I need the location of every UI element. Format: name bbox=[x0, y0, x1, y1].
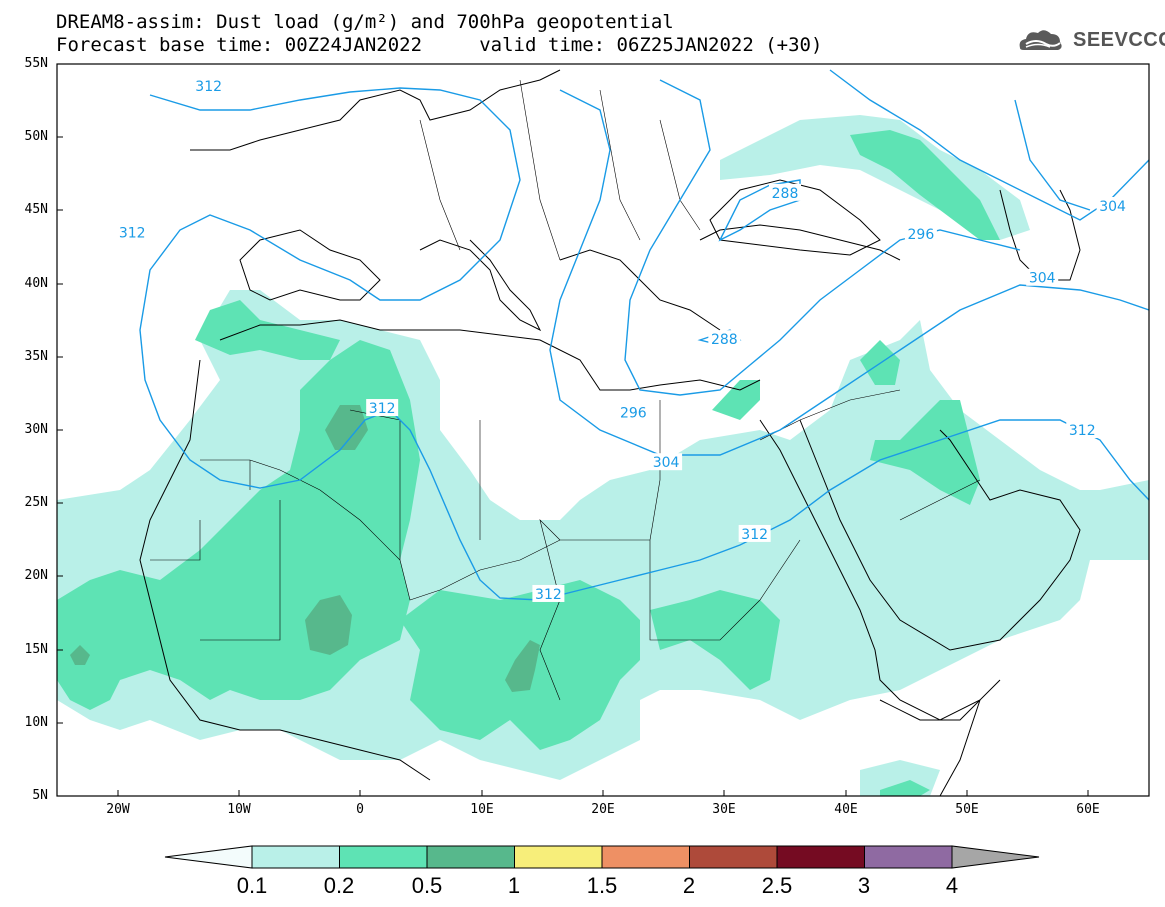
colorbar-high-triangle bbox=[951, 845, 1040, 869]
coast-black-sea bbox=[709, 179, 881, 256]
coast-north-africa bbox=[219, 319, 761, 391]
lat-label-5n: 5N bbox=[32, 788, 48, 803]
lon-label-40e: 40E bbox=[834, 802, 858, 817]
contour-label: 296 bbox=[908, 227, 935, 243]
dust-region-high-senegal bbox=[70, 645, 90, 665]
seevccc-logo-icon bbox=[1019, 30, 1062, 50]
contour-label: 296 bbox=[620, 405, 647, 421]
lat-label-10n: 10N bbox=[24, 715, 48, 730]
lat-label-35n: 35N bbox=[24, 349, 48, 364]
lon-label-0: 0 bbox=[356, 802, 364, 817]
contour-label: 304 bbox=[1099, 199, 1126, 215]
contour-label-bg bbox=[1096, 197, 1129, 215]
colorbar-label: 1.5 bbox=[586, 873, 618, 898]
dust-region-high-chad bbox=[505, 640, 540, 692]
logo-text: SEEVCCC bbox=[1073, 29, 1165, 51]
colorbar-box bbox=[426, 845, 515, 869]
lon-label-30e: 30E bbox=[712, 802, 736, 817]
contour-label: 312 bbox=[535, 587, 562, 603]
contour-label-bg bbox=[769, 183, 801, 201]
dust-region-mid-morocco bbox=[195, 300, 340, 360]
contour-label-bg bbox=[904, 224, 937, 242]
contour-label-bg bbox=[617, 403, 650, 421]
contour-label-bg bbox=[116, 223, 149, 241]
colorbar-label: 3 bbox=[857, 873, 871, 898]
contour-label: 288 bbox=[711, 332, 738, 348]
colorbar-label: 2.5 bbox=[761, 873, 793, 898]
contour-label-bg bbox=[650, 453, 683, 471]
colorbar-label: 2 bbox=[682, 873, 696, 898]
contour-label: 288 bbox=[772, 186, 799, 202]
contour-label: 312 bbox=[369, 401, 396, 417]
coast-red-sea bbox=[759, 419, 1001, 721]
contour-label-bg bbox=[708, 330, 741, 348]
contour-312-north bbox=[139, 87, 1149, 601]
coast-arabia bbox=[799, 419, 1081, 651]
contour-label: 304 bbox=[1029, 271, 1056, 287]
colorbar-label: 0.5 bbox=[411, 873, 443, 898]
lon-label-50e: 50E bbox=[955, 802, 979, 817]
dust-region-high-mali bbox=[305, 595, 352, 655]
contour-label-bg bbox=[532, 584, 565, 602]
colorbar-label: 4 bbox=[945, 873, 959, 898]
coastlines bbox=[139, 69, 1081, 796]
dust-region-mid-levant bbox=[712, 380, 760, 420]
lon-label-20e: 20E bbox=[591, 802, 615, 817]
colorbar-label: 0.1 bbox=[236, 873, 268, 898]
contour-label: 312 bbox=[119, 225, 146, 241]
contour-label: 312 bbox=[1069, 423, 1096, 439]
contour-labels: 312 312 312 312 312 312 304 304 296 296 288 288 304 bbox=[116, 76, 1129, 603]
lon-label-10w: 10W bbox=[227, 802, 251, 817]
colorbar-label: 1 bbox=[507, 873, 521, 898]
coast-west-africa bbox=[139, 359, 431, 781]
lat-label-40n: 40N bbox=[24, 276, 48, 291]
lat-label-20n: 20N bbox=[24, 568, 48, 583]
colorbar-box bbox=[689, 845, 778, 869]
colorbar-box bbox=[251, 845, 340, 869]
colorbar-box bbox=[514, 845, 603, 869]
contour-label-bg bbox=[1026, 268, 1059, 286]
map-title-line1: DREAM8-assim: Dust load (g/m²) and 700hP… bbox=[56, 11, 674, 33]
colorbar-box bbox=[864, 845, 953, 869]
dust-region-mid-gulf bbox=[870, 400, 980, 505]
colorbar-label: 0.2 bbox=[323, 873, 355, 898]
lat-label-30n: 30N bbox=[24, 422, 48, 437]
coast-europe bbox=[190, 69, 901, 332]
dust-region-high-algeria bbox=[325, 405, 368, 450]
lat-label-45n: 45N bbox=[24, 202, 48, 217]
coast-horn bbox=[879, 699, 981, 796]
lon-label-60e: 60E bbox=[1076, 802, 1100, 817]
contour-label-bg bbox=[738, 524, 771, 542]
map-title-line2: Forecast base time: 00Z24JAN2022 valid t… bbox=[56, 34, 823, 56]
colorbar-boxes bbox=[164, 845, 1040, 869]
colorbar-box bbox=[601, 845, 690, 869]
lat-label-25n: 25N bbox=[24, 495, 48, 510]
contour-label: 312 bbox=[741, 527, 768, 543]
lon-label-10e: 10E bbox=[470, 802, 494, 817]
colorbar-box bbox=[776, 845, 865, 869]
contour-label: 304 bbox=[653, 455, 680, 471]
contour-label-bg bbox=[1066, 421, 1099, 438]
contour-label-bg bbox=[192, 76, 225, 94]
lat-label-55n: 55N bbox=[24, 56, 48, 71]
colorbar-box bbox=[339, 845, 428, 869]
lon-label-20w: 20W bbox=[106, 802, 130, 817]
axis-ticks bbox=[57, 63, 1089, 796]
contour-label-bg bbox=[366, 399, 399, 417]
lat-label-50n: 50N bbox=[24, 129, 48, 144]
dust-region-mid-caspian bbox=[850, 130, 1000, 240]
dust-region-mid-south bbox=[880, 780, 930, 796]
contour-label: 312 bbox=[195, 79, 222, 95]
lat-label-15n: 15N bbox=[24, 642, 48, 657]
colorbar-low-triangle bbox=[164, 845, 253, 869]
